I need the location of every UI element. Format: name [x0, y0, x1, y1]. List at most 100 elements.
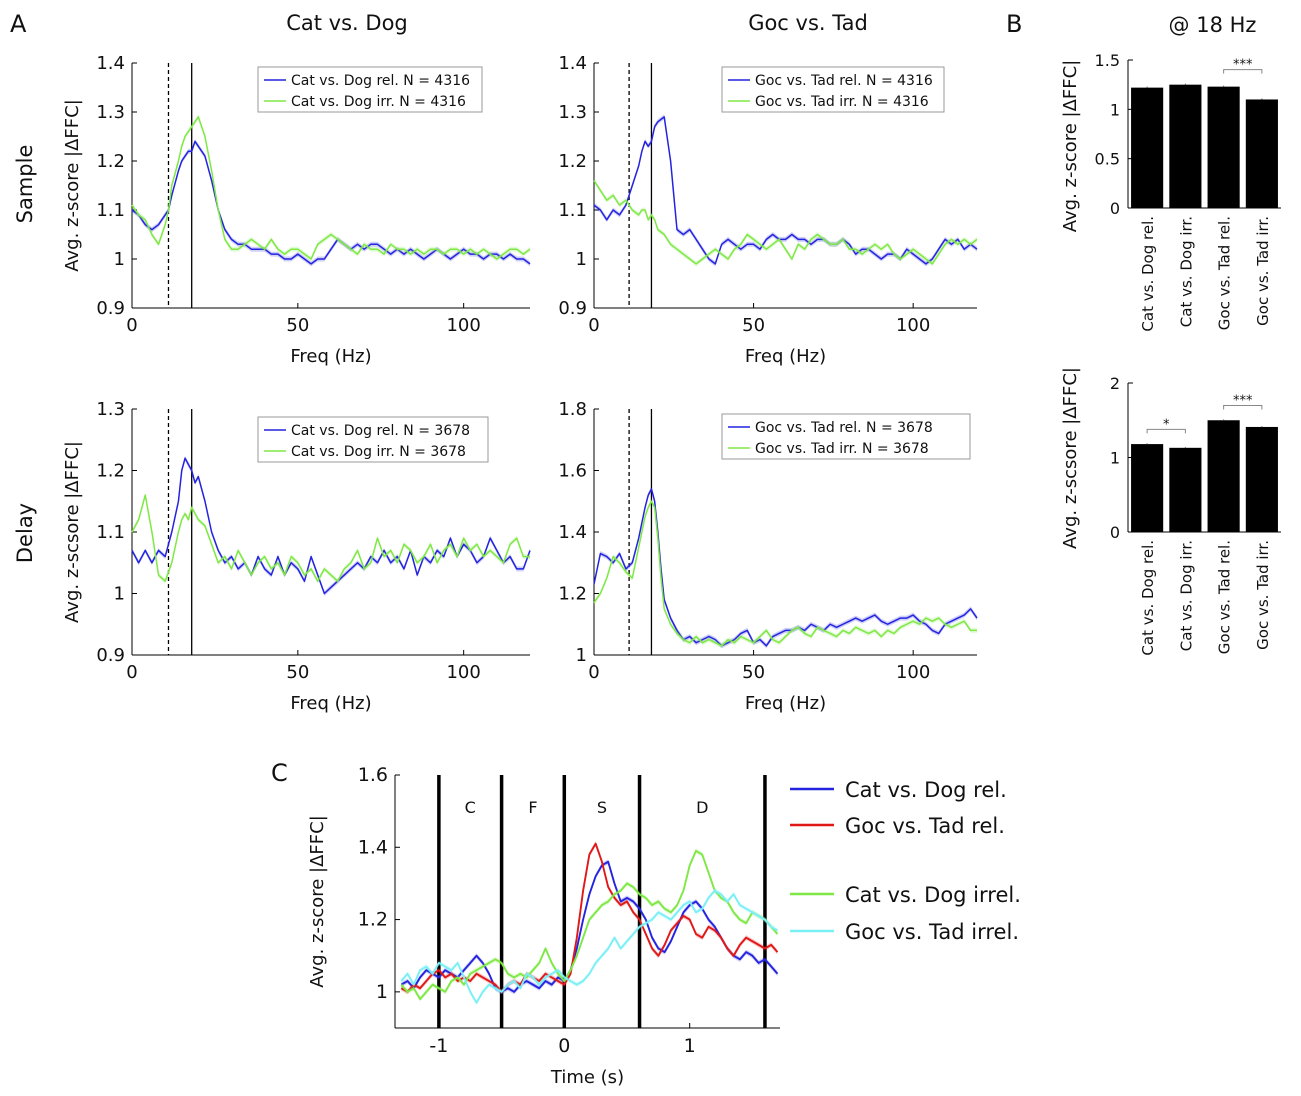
legend-box	[257, 66, 483, 113]
y-tick-label: 1.8	[558, 399, 587, 420]
bar	[1169, 447, 1202, 532]
column-title-right: Goc vs. Tad	[748, 11, 868, 35]
error-band	[401, 848, 778, 1002]
x-tick-label: -1	[429, 1035, 448, 1057]
bar	[1245, 99, 1278, 208]
x-tick-label: Goc vs. Tad irr.	[1254, 216, 1272, 326]
bar	[1207, 420, 1240, 532]
legend-entry: Goc vs. Tad rel. N = 4316	[755, 73, 933, 89]
series-line	[400, 889, 778, 1004]
legend-entry: Cat vs. Dog irr. N = 4316	[291, 94, 466, 110]
chart-A-sample-goctad: 0.9 1 1.1 1.2 1.3 1.4 0 50 100 Freq (Hz) Goc vs. T…	[558, 53, 978, 367]
error-band	[401, 888, 778, 1006]
row-label-sample: Sample	[13, 145, 37, 224]
y-tick-label: 1	[376, 981, 388, 1003]
epoch-label: D	[696, 798, 708, 817]
series-line	[593, 500, 977, 647]
bar	[1131, 87, 1164, 208]
legend-entry: Cat vs. Dog irrel.	[845, 883, 1021, 907]
legend-entry: Cat vs. Dog rel.	[845, 778, 1007, 802]
y-tick-label: 1.6	[358, 764, 388, 786]
x-tick-label: 0	[558, 1035, 570, 1057]
significance-label: ***	[1233, 394, 1253, 409]
x-tick-label: 1	[684, 1035, 696, 1057]
x-tick-label: 50	[742, 315, 765, 336]
chart-B-delay: 0 1 2 Cat vs. Dog rel. Cat vs. Dog irr. Goc v…	[1060, 367, 1281, 656]
x-tick-label: 100	[446, 315, 480, 336]
chart-A-delay-catdog: 0.9 1 1.1 1.2 1.3 0 50 100 Freq (Hz) Avg. z-scsor…	[62, 399, 531, 714]
y-tick-label: 1.3	[96, 399, 125, 420]
y-tick-label: 1.1	[96, 200, 125, 221]
x-tick-label: 50	[286, 315, 309, 336]
legend-box	[257, 416, 489, 463]
significance-bracket	[1146, 428, 1186, 434]
panel-label-c: C	[271, 759, 288, 787]
significance-bracket	[1223, 69, 1263, 74]
epoch-label: C	[465, 798, 476, 817]
chart-B-sample: 0 0.5 1 1.5 Cat vs. Dog rel. Cat vs. Dog irr.…	[1060, 13, 1281, 332]
error-band	[132, 114, 530, 262]
chart-A-sample-catdog: 0.9 1 1.1 1.2 1.3 1.4 0 50 100 Freq (Hz) Avg. z-sc…	[62, 53, 531, 367]
bar	[1131, 444, 1164, 532]
significance-bracket	[1223, 405, 1263, 410]
x-tick-label: 100	[896, 315, 930, 336]
y-tick-label: 1.3	[558, 102, 587, 123]
y-tick-label: 0.9	[96, 298, 125, 319]
y-tick-label: 1.1	[558, 200, 587, 221]
y-tick-label: 1.1	[96, 522, 125, 543]
y-tick-label: 0	[1110, 523, 1120, 542]
x-tick-label: Cat vs. Dog rel.	[1139, 216, 1157, 332]
epoch-label: S	[597, 798, 607, 817]
x-tick-label: 50	[742, 662, 765, 683]
chart-title: @ 18 Hz	[1169, 13, 1257, 37]
significance-label: *	[1163, 417, 1170, 432]
x-tick-label: 100	[446, 662, 480, 683]
y-tick-label: 1.2	[96, 151, 125, 172]
x-tick-label: 0	[126, 315, 137, 336]
legend-entry: Cat vs. Dog irr. N = 3678	[291, 444, 466, 460]
series-line	[131, 140, 531, 265]
legend-entry: Goc vs. Tad rel. N = 3678	[755, 420, 933, 436]
y-tick-label: 1.4	[358, 836, 388, 858]
legend-entry: Goc vs. Tad irr. N = 3678	[755, 441, 929, 457]
bar	[1169, 84, 1202, 208]
y-tick-label: 1.4	[558, 53, 587, 74]
y-tick-label: 1.6	[558, 461, 587, 482]
x-tick-label: Cat vs. Dog irr.	[1177, 540, 1195, 651]
series-line	[131, 457, 531, 595]
y-tick-label: 1.3	[96, 102, 125, 123]
y-tick-label: 1.2	[96, 461, 125, 482]
y-axis-label: Avg. z-scsore |ΔFFC|	[1060, 367, 1081, 549]
panel-label-a: A	[10, 10, 27, 38]
x-tick-label: 0	[588, 662, 599, 683]
legend-box	[721, 66, 945, 113]
error-band	[594, 486, 977, 649]
chart-C-time: 1 1.2 1.4 1.6 -1 0 1 Time (s) Avg. z-score |ΔFFC…	[307, 764, 1021, 1088]
y-tick-label: 1	[576, 645, 587, 666]
series-line	[400, 849, 779, 1001]
x-axis-label: Freq (Hz)	[290, 693, 371, 714]
legend-entry: Goc vs. Tad irrel.	[845, 920, 1019, 944]
y-axis-label: Avg. z-score |ΔFFC|	[62, 99, 83, 272]
legend-box	[721, 413, 971, 460]
y-tick-label: 1.4	[558, 522, 587, 543]
x-axis-label: Time (s)	[550, 1067, 624, 1088]
y-tick-label: 0.9	[558, 298, 587, 319]
y-tick-label: 1	[1110, 100, 1120, 119]
y-tick-label: 0.5	[1095, 150, 1120, 169]
legend-entry: Goc vs. Tad irr. N = 4316	[755, 94, 929, 110]
legend-entry: Cat vs. Dog rel. N = 3678	[291, 423, 470, 439]
series-line	[400, 860, 779, 993]
significance-label: ***	[1233, 58, 1253, 73]
y-axis-label: Avg. z-score |ΔFFC|	[1060, 60, 1081, 233]
y-tick-label: 1	[114, 584, 125, 605]
bar	[1207, 86, 1240, 208]
x-tick-label: 50	[286, 662, 309, 683]
series-line	[593, 180, 978, 265]
x-tick-label: Goc vs. Tad irr.	[1254, 540, 1272, 650]
y-tick-label: 1	[114, 249, 125, 270]
bar	[1245, 426, 1278, 532]
row-label-delay: Delay	[13, 503, 37, 563]
